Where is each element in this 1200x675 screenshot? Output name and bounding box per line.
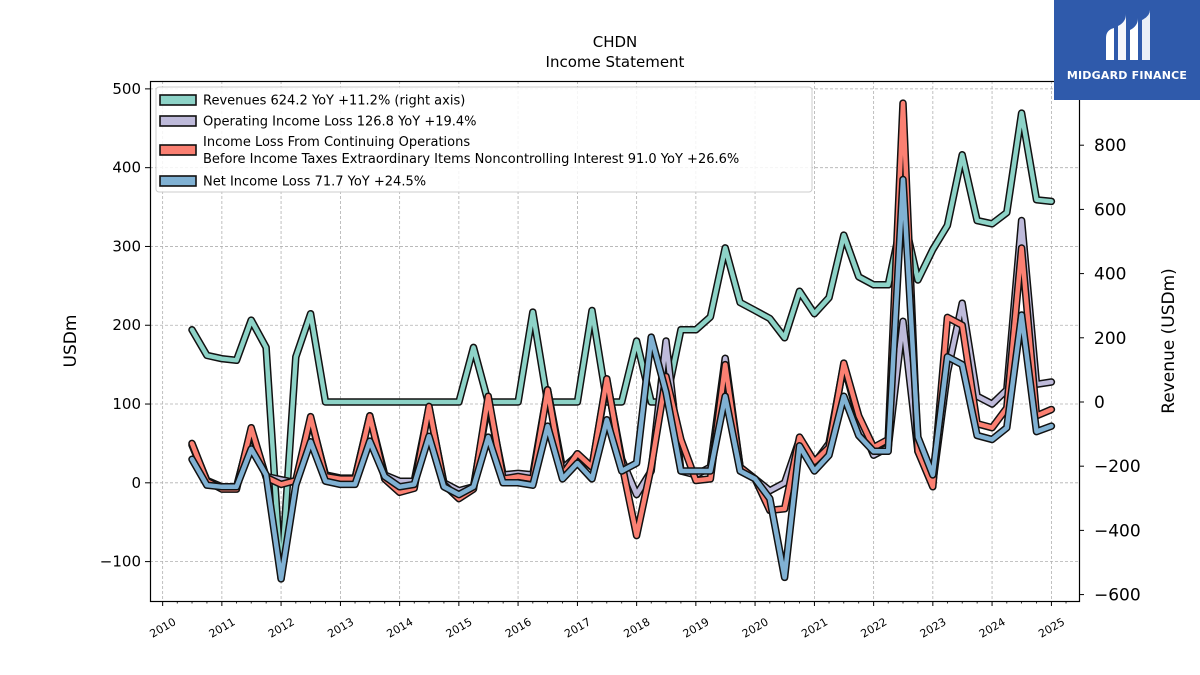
y2-tick-label: 600 bbox=[1094, 200, 1126, 220]
x-tick-label: 2012 bbox=[266, 615, 297, 640]
y-tick-label: 200 bbox=[112, 316, 141, 334]
y2-tick-label: −200 bbox=[1094, 457, 1141, 477]
series-line-4 bbox=[189, 177, 1054, 582]
y2-tick-label: −600 bbox=[1094, 586, 1141, 606]
x-tick-label: 2017 bbox=[562, 615, 593, 640]
x-tick-label: 2018 bbox=[622, 615, 653, 640]
legend-swatch-4 bbox=[159, 175, 197, 187]
x-tick-label: 2011 bbox=[207, 615, 238, 640]
legend: Revenues 624.2 YoY +11.2% (right axis) Op… bbox=[155, 86, 813, 193]
x-tick-label: 2024 bbox=[977, 615, 1008, 640]
legend-entry-2: Operating Income Loss 126.8 YoY +19.4% bbox=[203, 115, 477, 130]
x-tick-label: 2013 bbox=[325, 615, 356, 640]
legend-swatch-1 bbox=[159, 94, 197, 106]
y-tick-label: 400 bbox=[112, 159, 141, 177]
x-tick-label: 2023 bbox=[918, 615, 949, 640]
x-tick-label: 2019 bbox=[681, 615, 712, 640]
y2-axis-label: Revenue (USDm) bbox=[1159, 268, 1179, 414]
y-tick-label: −100 bbox=[100, 553, 141, 571]
x-tick-label: 2020 bbox=[740, 615, 771, 640]
logo-mark-icon bbox=[1106, 10, 1150, 60]
y-axis-label: USDm bbox=[61, 315, 81, 368]
midgard-finance-logo: MIDGARD FINANCE bbox=[1054, 0, 1200, 100]
x-tick-label: 2022 bbox=[859, 615, 890, 640]
logo-text: MIDGARD FINANCE bbox=[1066, 69, 1188, 82]
chart-subtitle: Income Statement bbox=[545, 53, 685, 71]
x-tick-label: 2016 bbox=[503, 615, 534, 640]
y-tick-label: 300 bbox=[112, 237, 141, 255]
y-tick-label: 100 bbox=[112, 395, 141, 413]
y-tick-label: 0 bbox=[131, 474, 141, 492]
x-tick-label: 2015 bbox=[444, 615, 475, 640]
series-lines bbox=[188, 99, 1056, 583]
x-tick-label: 2014 bbox=[385, 615, 416, 640]
y2-tick-label: 800 bbox=[1094, 136, 1126, 156]
y-tick-label: 500 bbox=[112, 80, 141, 98]
legend-entry-3-line-1: Income Loss From Continuing Operations bbox=[203, 135, 470, 150]
axes: 2010 2011 2012 2013 2014 2015 2016 2017 2018 2019… bbox=[61, 80, 1179, 641]
legend-swatch-3 bbox=[159, 144, 197, 156]
legend-entry-1: Revenues 624.2 YoY +11.2% (right axis) bbox=[203, 94, 465, 109]
y2-tick-label: 0 bbox=[1094, 393, 1105, 413]
legend-box bbox=[155, 86, 813, 193]
x-tick-label: 2010 bbox=[148, 615, 179, 640]
chart-title: CHDN bbox=[592, 33, 638, 51]
y2-tick-label: −400 bbox=[1094, 521, 1141, 541]
legend-entry-4: Net Income Loss 71.7 YoY +24.5% bbox=[203, 175, 426, 190]
legend-swatch-2 bbox=[159, 115, 197, 127]
plot-frame bbox=[149, 80, 1081, 603]
x-tick-label: 2025 bbox=[1036, 615, 1067, 640]
y2-tick-label: 200 bbox=[1094, 329, 1126, 349]
x-tick-label: 2021 bbox=[799, 615, 830, 640]
y2-tick-label: 400 bbox=[1094, 265, 1126, 285]
legend-entry-3-line-2: Before Income Taxes Extraordinary Items … bbox=[203, 152, 739, 167]
